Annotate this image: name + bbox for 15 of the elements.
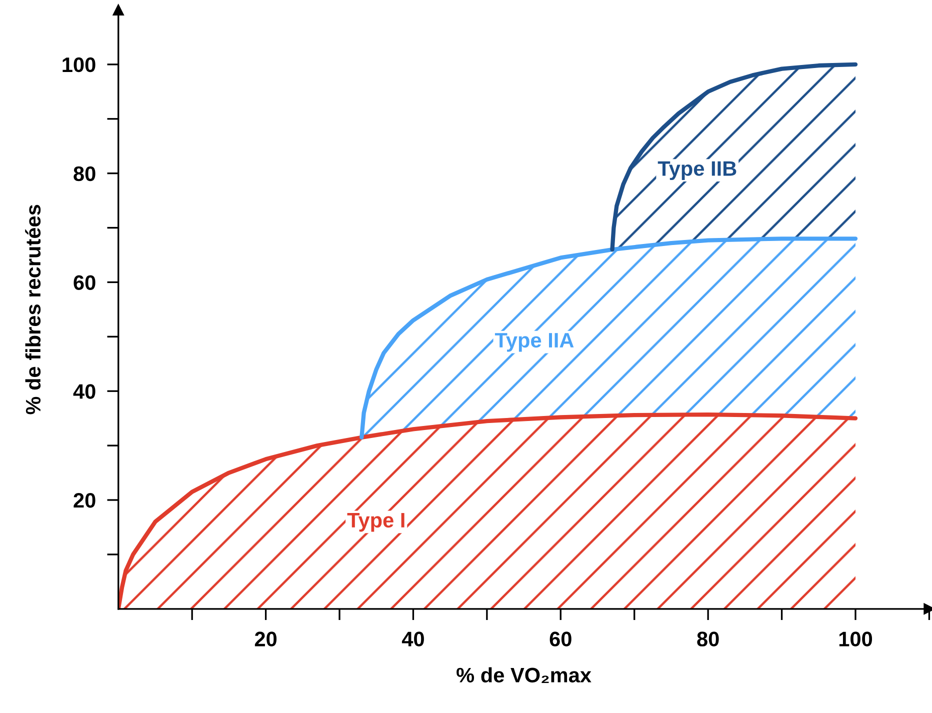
y-axis-title: % de fibres recrutées	[25, 204, 41, 414]
x-tick-label: 40	[402, 632, 424, 646]
series-label: Type IIB	[658, 161, 736, 180]
x-tick-label: 20	[254, 632, 277, 646]
series-label: Type IIA	[494, 333, 574, 352]
x-tick-label: 60	[550, 632, 572, 646]
x-axis-title: % de VO₂max	[456, 667, 592, 683]
x-tick-label: 80	[697, 632, 719, 646]
y-tick-label: 40	[73, 384, 96, 399]
x-tick-label: 100	[839, 632, 872, 646]
series-label: Type I	[347, 513, 404, 532]
y-tick-label: 60	[74, 275, 96, 290]
y-tick-label: 20	[74, 493, 96, 508]
y-tick-label: 80	[74, 166, 96, 182]
y-tick-label: 100	[62, 57, 96, 72]
